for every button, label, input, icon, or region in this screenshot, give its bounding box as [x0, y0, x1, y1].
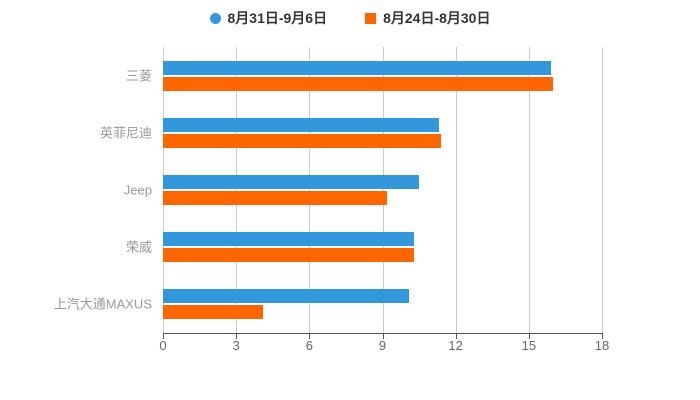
gridline — [455, 47, 457, 333]
category-label: 三菱 — [125, 68, 152, 84]
category-row: Jeep — [124, 161, 602, 218]
category-label: 上汽大通MAXUS — [53, 296, 152, 312]
bar-rows: 三菱英菲尼迪 Jeep 荣威上汽大通MAXUS — [54, 47, 602, 333]
x-tick-label: 6 — [305, 338, 313, 353]
gridline — [528, 47, 530, 333]
x-tick-label: 18 — [594, 338, 610, 353]
x-axis-tick — [602, 333, 603, 339]
category-row: 上汽大通MAXUS — [54, 276, 602, 333]
category-label: 英菲尼迪 — [99, 125, 152, 141]
bar-8月24日-8月30日[interactable] — [163, 305, 263, 320]
x-axis-tick-labels: 0 3 6 9 12 15 18 — [159, 338, 609, 355]
gridline — [236, 47, 238, 333]
legend-label: 8月24日-8月30日 — [383, 10, 491, 26]
bar-8月24日-8月30日[interactable] — [163, 248, 415, 263]
x-axis-tick — [382, 333, 384, 339]
x-axis-tick — [309, 333, 311, 339]
gridline — [382, 47, 384, 333]
x-axis-tick — [455, 333, 457, 339]
gridline — [309, 47, 311, 333]
x-axis-tick — [236, 333, 238, 339]
legend-item[interactable]: 8月31日-9月6日 — [209, 10, 328, 26]
gridline — [163, 47, 164, 333]
legend-label: 8月31日-9月6日 — [227, 10, 328, 26]
category-label: 荣威 — [125, 239, 152, 255]
category-label: Jeep — [123, 182, 152, 198]
bar-group — [163, 289, 602, 320]
bar-8月31日-9月6日[interactable] — [163, 289, 410, 304]
bar-8月31日-9月6日[interactable] — [163, 232, 415, 247]
x-tick-label: 12 — [448, 338, 463, 353]
grid-layer — [163, 47, 603, 339]
legend: 8月31日-9月6日 8月24日-8月30日 — [0, 8, 700, 28]
bar-group — [163, 117, 602, 148]
gridline — [602, 47, 603, 333]
x-tick-label: 3 — [232, 338, 240, 353]
bar-8月24日-8月30日[interactable] — [163, 191, 388, 205]
x-tick-label: 9 — [378, 338, 387, 353]
legend-marker-square-icon — [365, 12, 377, 24]
bar-8月24日-8月30日[interactable] — [163, 76, 554, 91]
category-row: 英菲尼迪 — [100, 104, 602, 161]
bar-8月31日-9月6日[interactable] — [163, 60, 551, 75]
legend-marker-circle-icon — [209, 12, 221, 24]
legend-item[interactable]: 8月24日-8月30日 — [365, 11, 490, 25]
category-row: 三菱 — [126, 47, 602, 104]
bar-group — [163, 175, 602, 205]
bar-8月31日-9月6日[interactable] — [163, 175, 420, 189]
x-axis-tick — [163, 333, 164, 339]
x-axis-tick — [528, 333, 530, 339]
x-tick-label: 0 — [159, 338, 167, 353]
bar-8月31日-9月6日[interactable] — [163, 117, 439, 132]
category-row: 荣威 — [126, 219, 602, 276]
bar-8月24日-8月30日[interactable] — [163, 133, 442, 148]
x-axis-line — [163, 333, 603, 334]
bar-group — [163, 60, 602, 91]
bar-group — [163, 232, 602, 263]
x-tick-label: 15 — [521, 338, 537, 353]
plot-area: 三菱英菲尼迪 Jeep 荣威上汽大通MAXUS — [54, 47, 603, 339]
